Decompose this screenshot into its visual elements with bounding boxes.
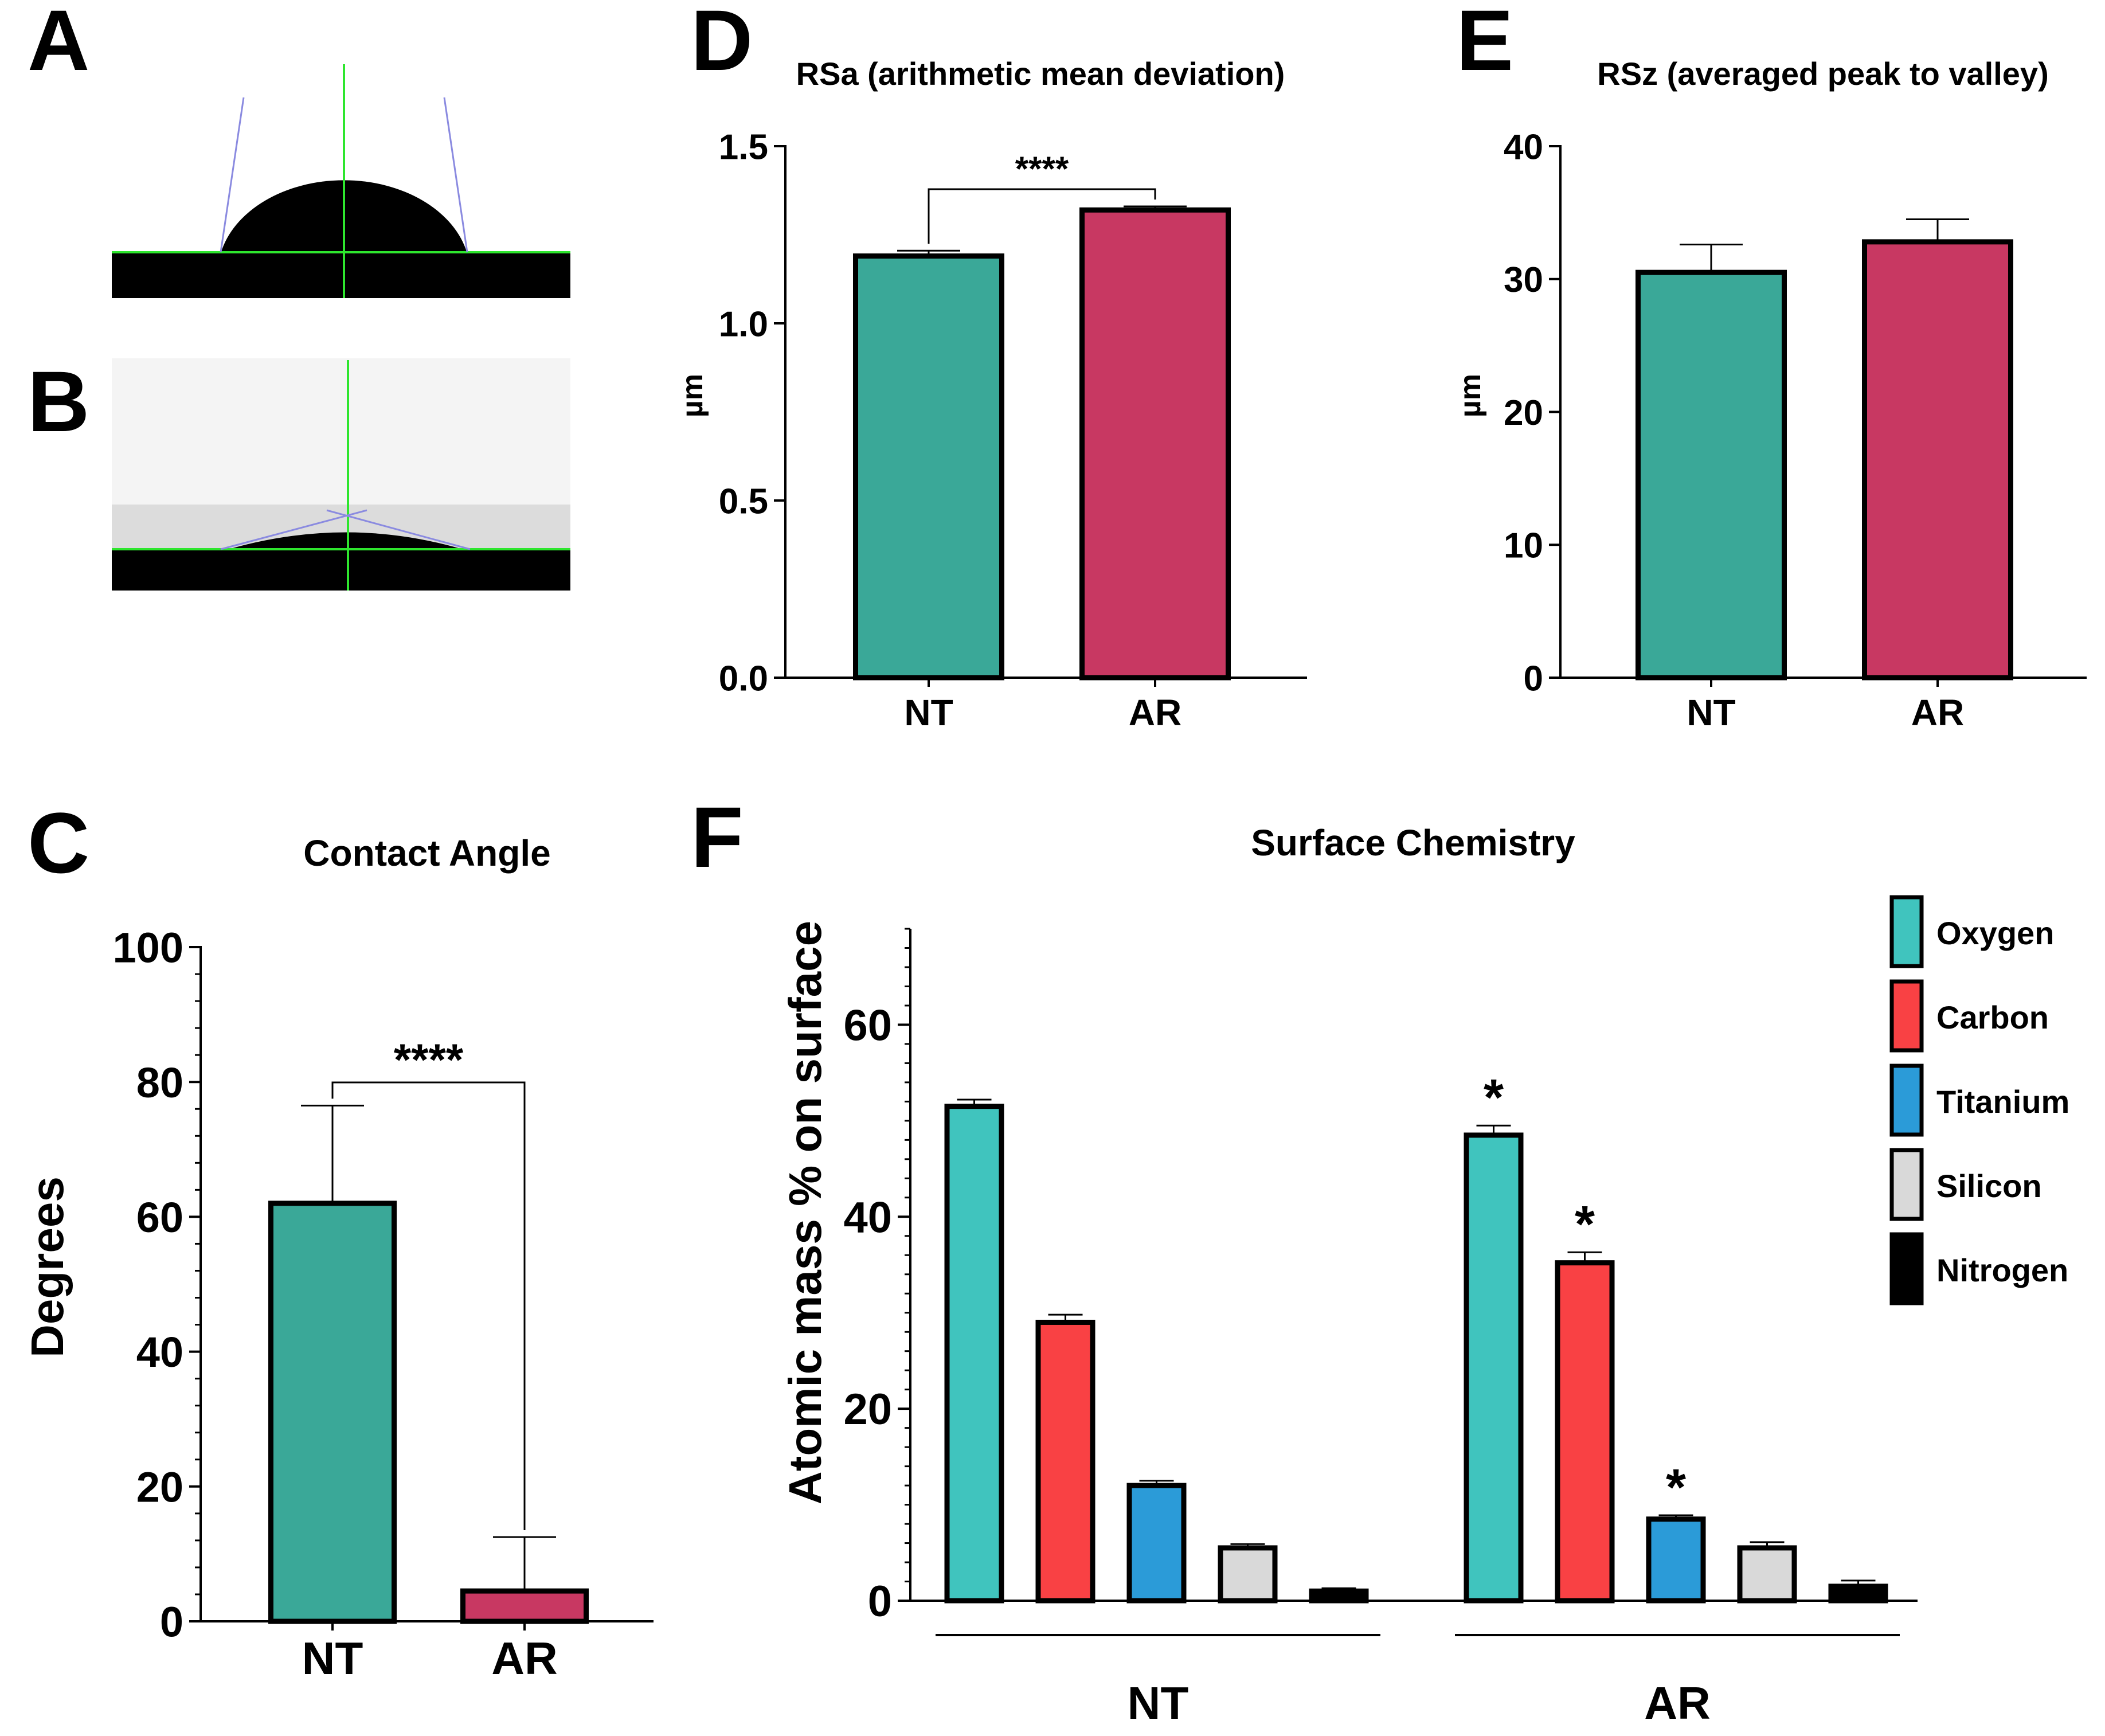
y-tick-label: 1.5: [719, 127, 768, 167]
x-tick-label-nt: NT: [904, 692, 953, 733]
x-tick-label-ar: AR: [1129, 692, 1181, 733]
y-tick-label: 0: [1524, 659, 1543, 698]
panel-letter-d: D: [691, 0, 753, 88]
y-tick-label: 20: [843, 1385, 892, 1434]
image-b-tangent-right: [326, 509, 471, 550]
y-tick-label: 0: [868, 1577, 892, 1626]
bar-ar-titanium: [1646, 1516, 1706, 1604]
chart-rsa: RSa (arithmetic mean deviation) µm 0.0 0.5 1…: [676, 56, 1307, 733]
y-tick-label: 30: [1504, 260, 1543, 300]
bar-nt-oxygen: [944, 1104, 1004, 1604]
bar-nt: [853, 253, 1004, 681]
y-tick-label: 80: [136, 1059, 183, 1106]
legend: Oxygen Carbon Titanium Silicon Nitrogen: [1889, 895, 2069, 1305]
bar-ar: [460, 1588, 589, 1624]
panel-letter-c: C: [28, 795, 89, 891]
y-axis-label: Atomic mass % on surface: [780, 921, 831, 1504]
bar-nt: [268, 1201, 397, 1624]
droplet-image-nt: [112, 63, 570, 298]
image-b-droplet: [221, 532, 470, 552]
image-b-substrate: [112, 550, 570, 591]
image-a-substrate: [112, 252, 570, 298]
bar-nt-titanium: [1126, 1483, 1187, 1604]
y-tick-label: 60: [136, 1194, 183, 1241]
legend-swatch-nitrogen: [1889, 1232, 1924, 1305]
droplet-image-ar: [112, 358, 570, 591]
bar-nt-silicon: [1218, 1545, 1278, 1604]
legend-swatch-oxygen: [1889, 895, 1924, 968]
y-tick-label: 0: [160, 1598, 183, 1646]
legend-label-silicon: Silicon: [1936, 1168, 2042, 1204]
y-tick-label: 20: [136, 1463, 183, 1511]
bar-ar-oxygen: [1464, 1132, 1524, 1604]
chart-title: Contact Angle: [303, 832, 550, 874]
bar-nt-carbon: [1035, 1319, 1095, 1604]
y-axis-label: µm: [1454, 374, 1487, 417]
chart-title: RSz (averaged peak to valley): [1597, 56, 2048, 92]
bar-ar: [1079, 207, 1231, 681]
y-tick-label: 0.5: [719, 482, 768, 521]
chart-contact-angle: Contact Angle Degrees 0 20 40 60 80 100 NT AR ****: [22, 832, 654, 1684]
panel-letter-a: A: [28, 0, 89, 88]
significance-bracket: [331, 1081, 526, 1530]
chart-surface-chemistry: Surface Chemistry Atomic mass % on surfac…: [780, 822, 2069, 1729]
legend-swatch-titanium: [1889, 1064, 1924, 1137]
y-tick-label: 1.0: [719, 304, 768, 344]
image-a-tangent-left: [220, 97, 245, 253]
bar-nt: [1636, 269, 1787, 681]
y-tick-label: 0.0: [719, 659, 768, 698]
image-b-tangent-left: [220, 509, 367, 550]
y-tick-label: 40: [843, 1193, 892, 1242]
x-tick-label-ar: AR: [491, 1633, 558, 1684]
bar-ar: [1862, 239, 2013, 681]
significance-star-ar-titanium: *: [1666, 1459, 1686, 1516]
panel-letter-e: E: [1456, 0, 1513, 88]
legend-swatch-silicon: [1889, 1148, 1924, 1221]
group-label-nt: NT: [1128, 1678, 1189, 1729]
image-a-tangent-right: [443, 97, 468, 253]
legend-label-carbon: Carbon: [1936, 999, 2049, 1035]
y-tick-label: 40: [1504, 127, 1543, 167]
bar-ar-silicon: [1737, 1545, 1797, 1604]
legend-swatch-carbon: [1889, 979, 1924, 1053]
significance-label: ****: [1015, 150, 1069, 188]
legend-label-nitrogen: Nitrogen: [1936, 1252, 2068, 1288]
y-tick-label: 100: [113, 924, 183, 972]
chart-title: RSa (arithmetic mean deviation): [796, 56, 1285, 92]
chart-rsz: RSz (averaged peak to valley) µm 0 10 20 30 40…: [1454, 56, 2087, 733]
y-tick-label: 40: [136, 1328, 183, 1376]
significance-star-ar-oxygen: *: [1484, 1069, 1504, 1127]
group-label-ar: AR: [1644, 1678, 1711, 1729]
x-tick-label-ar: AR: [1911, 692, 1964, 733]
significance-label: ****: [394, 1034, 464, 1085]
y-axis-label: Degrees: [22, 1176, 73, 1358]
legend-label-oxygen: Oxygen: [1936, 915, 2054, 951]
y-tick-label: 60: [843, 1001, 892, 1050]
x-tick-label-nt: NT: [302, 1633, 363, 1684]
y-tick-label: 10: [1504, 526, 1543, 566]
y-axis-label: µm: [676, 374, 709, 417]
y-tick-label: 20: [1504, 393, 1543, 433]
bar-nt-nitrogen: [1309, 1588, 1369, 1604]
bar-ar-nitrogen: [1828, 1583, 1888, 1604]
significance-star-ar-carbon: *: [1575, 1196, 1595, 1253]
chart-title: Surface Chemistry: [1251, 822, 1575, 863]
significance-bracket: [928, 188, 1156, 244]
panel-letter-b: B: [28, 353, 89, 449]
bar-ar-carbon: [1555, 1260, 1615, 1604]
panel-letter-f: F: [691, 789, 744, 885]
legend-label-titanium: Titanium: [1936, 1084, 2069, 1120]
x-tick-label-nt: NT: [1687, 692, 1735, 733]
